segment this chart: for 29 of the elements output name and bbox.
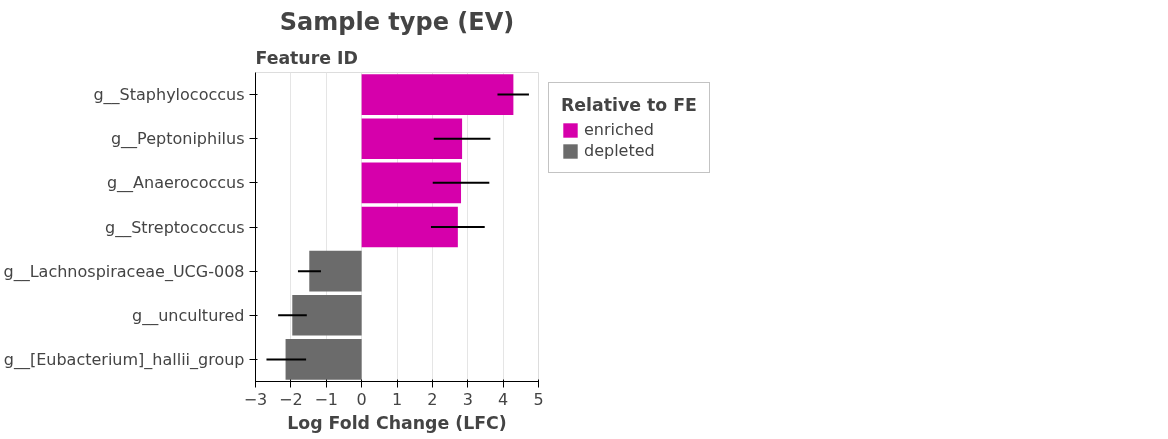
y-tick-label: g__Staphylococcus <box>93 85 245 106</box>
x-tick-label: 2 <box>427 389 438 409</box>
y-tick-label: g__[Eubacterium]_hallii_group <box>3 349 245 370</box>
bar <box>309 250 362 292</box>
x-tick-label: 4 <box>498 389 509 409</box>
x-axis-title: Log Fold Change (LFC) <box>287 412 507 433</box>
legend-title: Relative to FE <box>561 95 697 115</box>
x-tick-label: −3 <box>243 389 268 409</box>
y-tick-label: g__Lachnospiraceae_UCG-008 <box>3 261 245 282</box>
bar <box>361 162 462 204</box>
bar <box>285 339 362 380</box>
legend-label: depleted <box>584 141 655 160</box>
bar <box>361 206 458 248</box>
y-tick-label: g__Anaerococcus <box>106 173 245 194</box>
bar <box>361 118 463 160</box>
y-axis-title: Feature ID <box>255 47 358 68</box>
x-tick-label: −2 <box>279 389 303 409</box>
legend-label: enriched <box>584 120 654 139</box>
y-tick-label: g__Streptococcus <box>104 217 245 238</box>
chart-title: Sample type (EV) <box>279 7 515 36</box>
x-tick-label: 3 <box>462 389 473 409</box>
x-tick-label: 1 <box>391 389 403 409</box>
x-tick-label: −1 <box>314 389 339 409</box>
bar <box>292 294 362 336</box>
y-tick-label: g__uncultured <box>132 305 245 326</box>
x-tick-label: 0 <box>356 389 367 409</box>
y-tick-label: g__Peptoniphilus <box>110 129 245 150</box>
x-tick-label: 5 <box>533 389 544 409</box>
bar <box>361 74 514 115</box>
